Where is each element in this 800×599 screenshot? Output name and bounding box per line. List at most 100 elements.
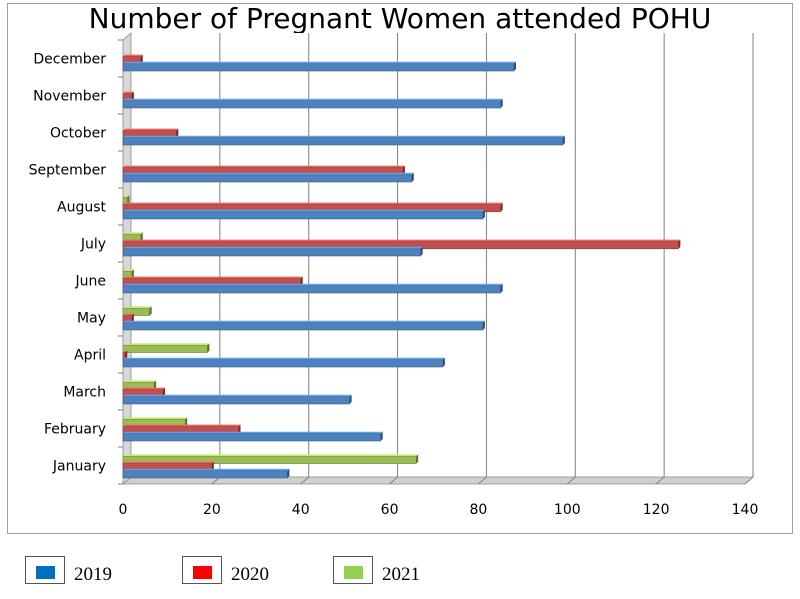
legend-label-2021: 2021 xyxy=(382,564,420,585)
bar-top-face xyxy=(123,357,445,360)
bar-top-face xyxy=(123,128,179,131)
bar-top-face xyxy=(123,461,214,464)
bar-front-face xyxy=(122,137,564,146)
bar-top-face xyxy=(123,209,485,212)
bar-top-face xyxy=(123,269,134,272)
bar-top-face xyxy=(123,239,681,242)
bar-end-face xyxy=(420,246,423,256)
bar-2019-december xyxy=(122,61,516,72)
bar-top-face xyxy=(123,380,157,383)
bar-end-face xyxy=(513,61,516,71)
bar-end-face xyxy=(131,313,134,323)
bar-front-face xyxy=(122,470,288,479)
gridline-floor xyxy=(478,476,487,485)
gridline-floor xyxy=(300,476,310,485)
bar-top-face xyxy=(123,454,419,457)
bar-front-face xyxy=(122,211,484,220)
category-label-february: February xyxy=(44,422,106,438)
bar-2019-november xyxy=(122,98,503,109)
bar-end-face xyxy=(562,135,565,145)
bar-end-face xyxy=(176,128,179,138)
bar-front-face xyxy=(122,308,150,316)
bar-top-face xyxy=(123,283,503,286)
bar-end-face xyxy=(678,239,681,249)
bar-2019-june xyxy=(122,283,503,294)
chart-title: Number of Pregnant Women attended POHU xyxy=(88,2,712,35)
bar-top-face xyxy=(123,61,516,64)
gridline-floor xyxy=(566,476,576,485)
category-label-july: July xyxy=(80,237,106,253)
bar-2020-september xyxy=(122,165,405,176)
bar-2019-april xyxy=(122,357,445,368)
bar-2020-april xyxy=(122,350,128,361)
bar-end-face xyxy=(500,202,503,212)
category-label-november: November xyxy=(33,89,106,105)
bar-2020-november xyxy=(122,91,134,102)
bar-top-face xyxy=(123,313,134,316)
bar-top-face xyxy=(123,276,303,279)
bar-front-face xyxy=(122,396,350,405)
bar-end-face xyxy=(140,232,143,242)
bar-front-face xyxy=(122,63,515,72)
bar-end-face xyxy=(154,380,157,390)
legend-box xyxy=(25,556,65,584)
category-label-march: March xyxy=(63,385,106,401)
bar-front-face xyxy=(122,345,208,353)
bar-top-face xyxy=(123,306,152,309)
bar-top-face xyxy=(123,417,188,420)
legend-label-2019: 2019 xyxy=(74,564,112,585)
category-label-may: May xyxy=(77,311,106,327)
bar-front-face xyxy=(122,248,421,257)
bar-end-face xyxy=(416,454,419,464)
bar-2020-february xyxy=(122,424,241,435)
bar-end-face xyxy=(211,461,214,471)
bar-front-face xyxy=(122,100,501,109)
x-tick-label: 40 xyxy=(292,502,310,518)
bar-top-face xyxy=(123,468,290,471)
bar-front-face xyxy=(122,285,501,294)
category-label-december: December xyxy=(33,52,106,68)
bar-top-face xyxy=(123,165,405,168)
bar-2019-august xyxy=(122,209,485,220)
x-tick-label: 80 xyxy=(470,502,488,518)
legend-box xyxy=(182,556,222,584)
bar-end-face xyxy=(349,394,352,404)
bar-2019-october xyxy=(122,135,565,146)
category-label-september: September xyxy=(29,163,107,179)
bar-2019-january xyxy=(122,468,290,479)
bar-2019-july xyxy=(122,246,423,257)
gridline-floor xyxy=(744,476,754,485)
category-label-january: January xyxy=(52,459,106,475)
bar-2019-september xyxy=(122,172,414,183)
bar-2021-february xyxy=(122,417,188,427)
bar-end-face xyxy=(287,468,290,478)
bar-2019-may xyxy=(122,320,485,331)
category-label-april: April xyxy=(74,348,106,364)
bar-top-face xyxy=(123,91,134,94)
bar-2021-april xyxy=(122,343,210,353)
legend-swatch-2020 xyxy=(193,566,212,579)
bar-end-face xyxy=(402,165,405,175)
bar-end-face xyxy=(500,98,503,108)
bar-top-face xyxy=(123,320,485,323)
bar-top-face xyxy=(123,98,503,101)
bar-2020-march xyxy=(122,387,165,398)
bar-end-face xyxy=(238,424,241,434)
bar-end-face xyxy=(140,54,143,64)
category-label-october: October xyxy=(50,126,106,142)
bar-end-face xyxy=(162,387,165,397)
bar-2019-february xyxy=(122,431,383,442)
bar-top-face xyxy=(123,172,414,175)
bar-top-face xyxy=(123,387,165,390)
bar-end-face xyxy=(127,195,130,205)
bar-end-face xyxy=(482,209,485,219)
bar-end-face xyxy=(500,283,503,293)
x-tick-label: 100 xyxy=(554,502,581,518)
x-tick-label: 60 xyxy=(381,502,399,518)
bar-2019-march xyxy=(122,394,352,405)
bar-front-face xyxy=(122,174,413,183)
bar-top-face xyxy=(123,343,210,346)
legend: 2019 2020 2021 xyxy=(0,552,800,596)
gridline-floor xyxy=(655,476,665,485)
bar-front-face xyxy=(122,322,484,331)
